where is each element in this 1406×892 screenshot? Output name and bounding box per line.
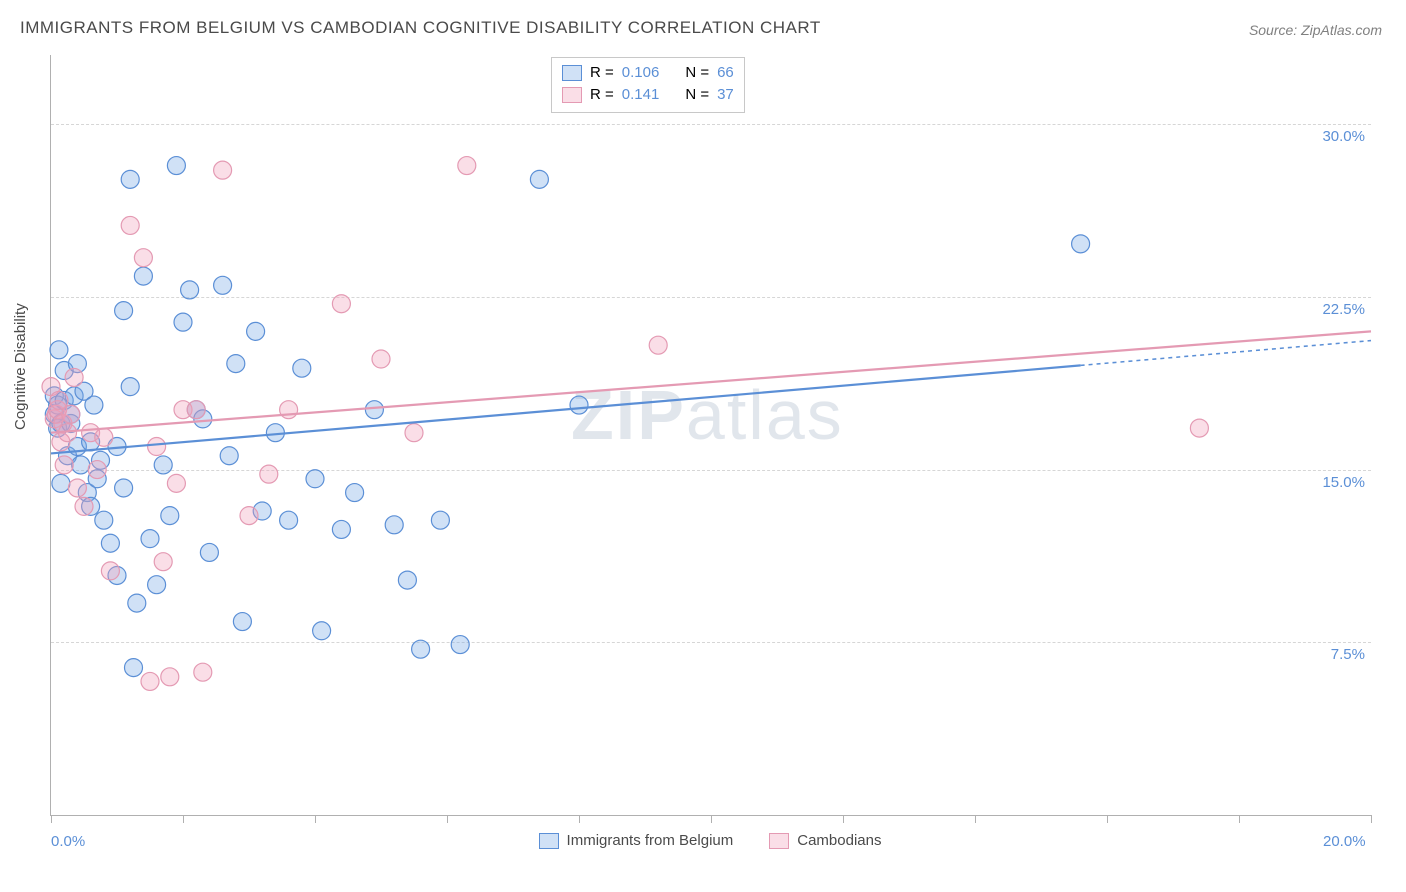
data-point [332,295,350,313]
legend-item-belgium: Immigrants from Belgium [539,832,734,849]
data-point [181,281,199,299]
data-point [134,267,152,285]
data-point [220,447,238,465]
data-point [88,461,106,479]
data-point [134,249,152,267]
data-point [458,157,476,175]
series-legend: Immigrants from Belgium Cambodians [50,832,1370,849]
data-point [161,668,179,686]
data-point [125,659,143,677]
data-point [154,456,172,474]
data-point [365,401,383,419]
x-tick [315,815,316,823]
trend-line [51,331,1371,432]
data-point [313,622,331,640]
legend-item-cambodians: Cambodians [769,832,881,849]
source-label: Source: ZipAtlas.com [1249,22,1382,38]
swatch-belgium [539,833,559,849]
data-point [187,401,205,419]
x-tick [843,815,844,823]
y-tick-label: 30.0% [1322,128,1365,145]
data-point [148,438,166,456]
plot-area: ZIPatlas R = 0.106 N = 66 R = 0.141 N = … [50,55,1371,816]
x-tick [447,815,448,823]
data-point [121,170,139,188]
y-tick-label: 15.0% [1322,474,1365,491]
data-point [95,511,113,529]
data-point [200,543,218,561]
data-point [55,456,73,474]
data-point [346,484,364,502]
data-point [280,511,298,529]
data-point [75,497,93,515]
data-point [306,470,324,488]
plot-svg [51,55,1371,815]
data-point [121,216,139,234]
y-axis-label: Cognitive Disability [12,303,29,430]
data-point [167,157,185,175]
data-point [121,378,139,396]
data-point [398,571,416,589]
data-point [128,594,146,612]
data-point [227,355,245,373]
swatch-cambodians [769,833,789,849]
data-point [385,516,403,534]
legend-label: Immigrants from Belgium [567,832,734,849]
data-point [570,396,588,414]
data-point [115,479,133,497]
data-point [247,322,265,340]
data-point [649,336,667,354]
x-tick [183,815,184,823]
x-tick [1107,815,1108,823]
data-point [50,341,68,359]
data-point [62,405,80,423]
data-point [260,465,278,483]
legend-label: Cambodians [797,832,881,849]
data-point [148,576,166,594]
data-point [52,474,70,492]
data-point [233,613,251,631]
data-point [101,562,119,580]
data-point [431,511,449,529]
data-point [141,530,159,548]
data-point [95,428,113,446]
data-point [115,302,133,320]
chart-title: IMMIGRANTS FROM BELGIUM VS CAMBODIAN COG… [20,18,821,38]
x-tick [975,815,976,823]
x-tick [579,815,580,823]
data-point [332,520,350,538]
data-point [405,424,423,442]
data-point [240,507,258,525]
data-point [214,161,232,179]
data-point [72,456,90,474]
data-point [451,636,469,654]
x-tick [711,815,712,823]
data-point [174,313,192,331]
data-point [530,170,548,188]
data-point [1072,235,1090,253]
x-tick [1239,815,1240,823]
data-point [1190,419,1208,437]
x-tick [51,815,52,823]
data-point [85,396,103,414]
data-point [154,553,172,571]
x-tick [1371,815,1372,823]
data-point [293,359,311,377]
data-point [161,507,179,525]
data-point [101,534,119,552]
data-point [141,672,159,690]
data-point [194,663,212,681]
data-point [372,350,390,368]
y-tick-label: 22.5% [1322,301,1365,318]
trend-line-extrapolated [1081,341,1371,366]
data-point [68,479,86,497]
data-point [65,368,83,386]
y-tick-label: 7.5% [1331,646,1365,663]
data-point [412,640,430,658]
data-point [167,474,185,492]
data-point [214,276,232,294]
